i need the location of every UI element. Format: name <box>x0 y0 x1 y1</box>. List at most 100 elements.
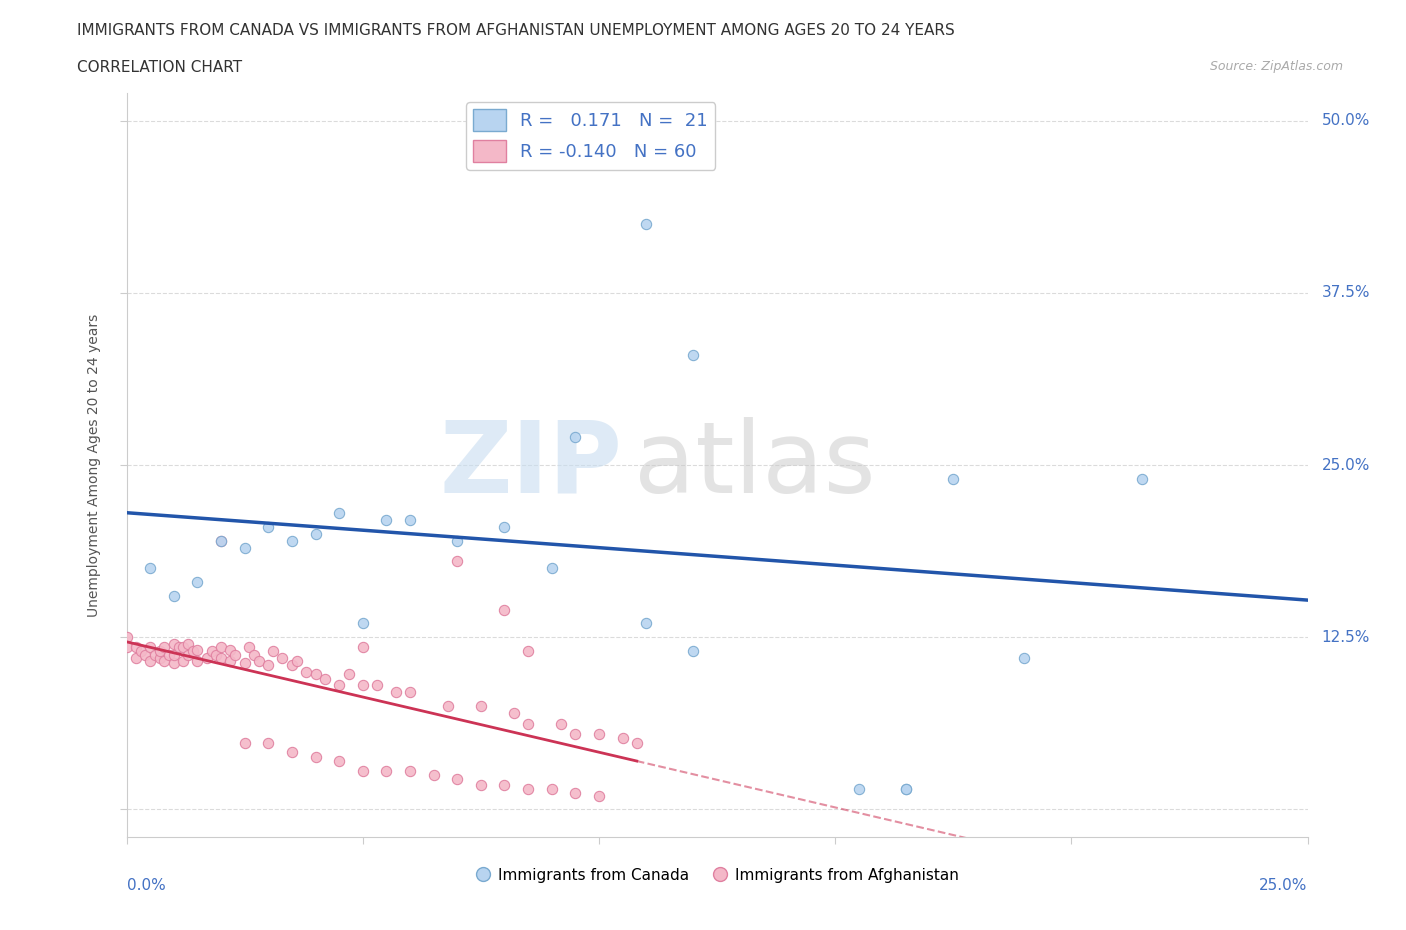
Point <box>247 653 270 668</box>
Point <box>233 656 256 671</box>
Point <box>233 540 256 555</box>
Point <box>503 706 526 721</box>
Point <box>894 781 917 796</box>
Text: IMMIGRANTS FROM CANADA VS IMMIGRANTS FROM AFGHANISTAN UNEMPLOYMENT AMONG AGES 20: IMMIGRANTS FROM CANADA VS IMMIGRANTS FRO… <box>77 23 955 38</box>
Point <box>115 640 138 655</box>
Point <box>177 637 200 652</box>
Point <box>257 658 280 672</box>
Point <box>219 643 242 658</box>
Y-axis label: Unemployment Among Ages 20 to 24 years: Unemployment Among Ages 20 to 24 years <box>87 313 101 617</box>
Point <box>129 644 152 658</box>
Point <box>209 650 232 665</box>
Point <box>134 647 156 662</box>
Point <box>125 650 148 665</box>
Point <box>285 653 308 668</box>
Point <box>494 777 516 792</box>
Point <box>517 644 540 658</box>
Point <box>470 698 492 713</box>
Point <box>224 647 246 662</box>
Point <box>157 647 180 662</box>
Point <box>262 644 284 658</box>
Point <box>588 726 610 741</box>
Point <box>1130 472 1153 486</box>
Text: 37.5%: 37.5% <box>1322 286 1371 300</box>
Point <box>564 134 586 149</box>
Point <box>366 678 388 693</box>
Point <box>143 647 166 662</box>
Text: 25.0%: 25.0% <box>1322 458 1369 472</box>
Point <box>115 630 138 644</box>
Point <box>352 764 374 778</box>
Point <box>163 656 186 671</box>
Point <box>337 667 360 682</box>
Point <box>436 698 458 713</box>
Point <box>517 717 540 732</box>
Point <box>352 640 374 655</box>
Point <box>564 786 586 801</box>
Point <box>238 640 260 655</box>
Point <box>636 616 658 631</box>
Point <box>446 533 468 548</box>
Point <box>422 767 444 782</box>
Point <box>399 684 422 699</box>
Point <box>399 512 422 527</box>
Point <box>375 512 398 527</box>
Text: CORRELATION CHART: CORRELATION CHART <box>77 60 242 75</box>
Point <box>314 671 336 686</box>
Point <box>494 520 516 535</box>
Point <box>139 653 162 668</box>
Point <box>271 650 294 665</box>
Point <box>195 650 218 665</box>
Point <box>636 217 658 232</box>
Point <box>352 678 374 693</box>
Point <box>564 430 586 445</box>
Point <box>446 554 468 569</box>
Point <box>186 653 208 668</box>
Point <box>243 647 266 662</box>
Point <box>139 640 162 655</box>
Point <box>894 781 917 796</box>
Point <box>399 764 422 778</box>
Point <box>588 789 610 804</box>
Point <box>186 575 208 590</box>
Point <box>153 653 176 668</box>
Point <box>494 603 516 618</box>
Point <box>304 667 326 682</box>
Text: atlas: atlas <box>634 417 876 513</box>
Point <box>564 726 586 741</box>
Point <box>281 744 304 759</box>
Point <box>186 643 208 658</box>
Point <box>209 640 232 655</box>
Point <box>517 781 540 796</box>
Point <box>167 640 190 655</box>
Point <box>626 736 648 751</box>
Point <box>375 764 398 778</box>
Point <box>328 506 350 521</box>
Text: 12.5%: 12.5% <box>1322 630 1369 644</box>
Text: Source: ZipAtlas.com: Source: ZipAtlas.com <box>1209 60 1343 73</box>
Point <box>612 730 634 745</box>
Point <box>205 647 228 662</box>
Point <box>848 781 870 796</box>
Point <box>153 640 176 655</box>
Point <box>281 533 304 548</box>
Point <box>1012 650 1035 665</box>
Point <box>352 616 374 631</box>
Point <box>163 637 186 652</box>
Point <box>470 777 492 792</box>
Point <box>149 650 172 665</box>
Text: 0.0%: 0.0% <box>127 878 166 893</box>
Point <box>446 772 468 787</box>
Point <box>304 750 326 764</box>
Point <box>942 472 965 486</box>
Point <box>181 644 204 658</box>
Point <box>281 658 304 672</box>
Point <box>172 653 194 668</box>
Point <box>328 678 350 693</box>
Text: 25.0%: 25.0% <box>1260 878 1308 893</box>
Point <box>328 754 350 769</box>
Text: 50.0%: 50.0% <box>1322 113 1369 128</box>
Point <box>139 561 162 576</box>
Point <box>209 533 232 548</box>
Point <box>257 736 280 751</box>
